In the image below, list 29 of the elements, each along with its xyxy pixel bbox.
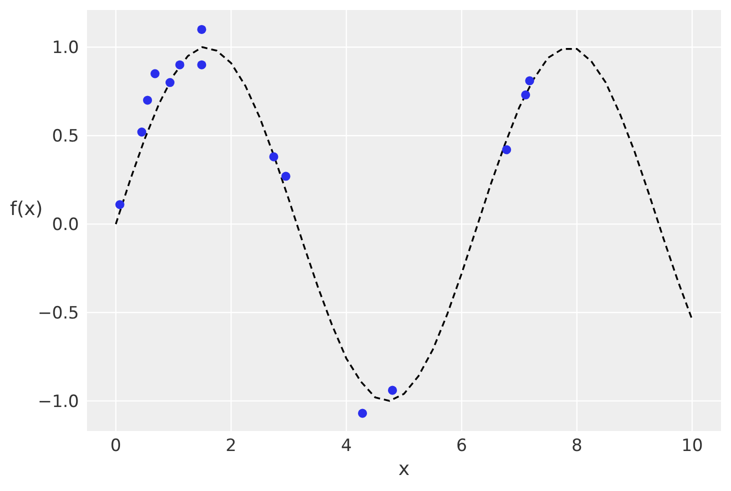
- point: [175, 60, 184, 70]
- y-tick-label: 0.5: [52, 126, 79, 147]
- point: [137, 128, 146, 137]
- y-tick-label: −1.0: [38, 392, 79, 412]
- y-axis-title: f(x): [10, 198, 43, 220]
- point: [358, 408, 368, 418]
- x-tick-label: 2: [226, 436, 237, 456]
- point: [388, 386, 397, 395]
- x-tick-label: 10: [681, 436, 703, 456]
- point: [165, 78, 175, 88]
- y-tick-label: 1.0: [52, 38, 79, 58]
- x-tick-label: 0: [110, 436, 122, 456]
- point: [197, 60, 206, 70]
- point: [150, 69, 160, 78]
- x-tick-label: 6: [456, 436, 468, 456]
- y-tick-label: −0.5: [38, 304, 79, 324]
- point: [281, 172, 290, 181]
- point: [521, 90, 530, 100]
- point: [502, 145, 512, 154]
- point: [525, 76, 534, 86]
- point: [269, 152, 278, 162]
- x-tick-label: 4: [340, 436, 352, 456]
- x-axis-title: x: [398, 458, 410, 480]
- line-series: [114, 46, 694, 402]
- point: [115, 200, 124, 210]
- point: [197, 24, 206, 34]
- x-tick-label: 8: [571, 436, 582, 456]
- point: [143, 96, 152, 105]
- y-tick-label: 0.0: [52, 215, 79, 236]
